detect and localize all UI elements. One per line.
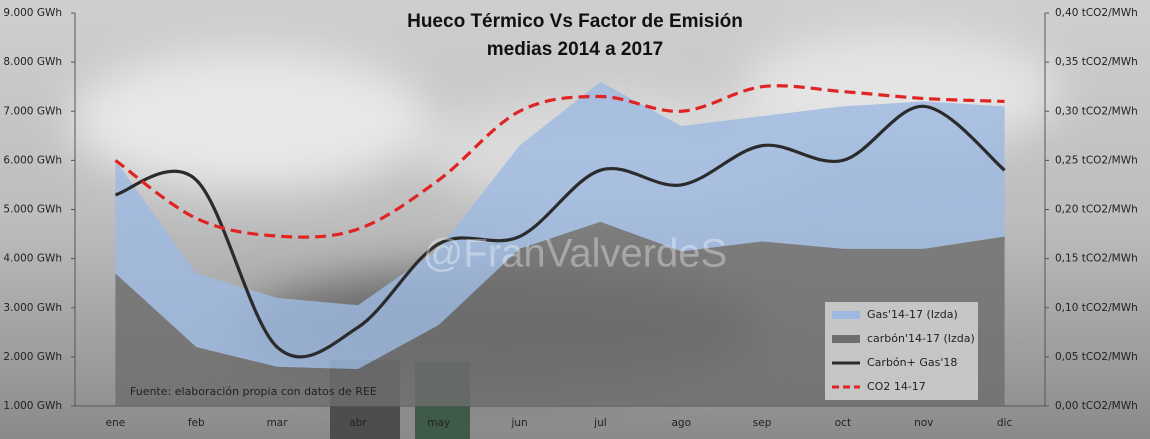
y-tick-label: 7.000 GWh	[3, 105, 62, 117]
y2-tick-label: 0,35 tCO2/MWh	[1055, 56, 1138, 68]
y2-tick-label: 0,00 tCO2/MWh	[1055, 400, 1138, 412]
y-tick-label: 8.000 GWh	[3, 56, 62, 68]
y-tick-label: 2.000 GWh	[3, 351, 62, 363]
chart-subtitle: medias 2014 a 2017	[487, 39, 663, 60]
y2-tick-label: 0,25 tCO2/MWh	[1055, 154, 1138, 166]
y2-tick-label: 0,10 tCO2/MWh	[1055, 302, 1138, 314]
legend: Gas'14-17 (Izda) carbón'14-17 (Izda) Carbó…	[825, 302, 978, 400]
legend-text: CO2 14-17	[867, 380, 926, 393]
y2-tick-label: 0,30 tCO2/MWh	[1055, 105, 1138, 117]
y2-tick-label: 0,40 tCO2/MWh	[1055, 7, 1138, 19]
y-tick-label: 5.000 GWh	[3, 204, 62, 216]
source-note: Fuente: elaboración propia con datos de …	[130, 385, 377, 398]
y2-tick-label: 0,05 tCO2/MWh	[1055, 351, 1138, 363]
x-tick-label: oct	[835, 417, 851, 429]
y-tick-label: 1.000 GWh	[3, 400, 62, 412]
x-tick-label: ago	[671, 417, 691, 429]
x-tick-label: nov	[914, 417, 933, 429]
area	[115, 81, 1005, 370]
watermark: @FranValverdeS	[423, 232, 727, 276]
legend-swatch	[832, 311, 860, 319]
x-tick-label: ene	[106, 417, 126, 429]
x-tick-label: feb	[188, 417, 205, 429]
x-tick-label: jun	[510, 417, 527, 429]
legend-text: Gas'14-17 (Izda)	[867, 308, 958, 321]
y2-tick-label: 0,15 tCO2/MWh	[1055, 253, 1138, 265]
y-tick-label: 3.000 GWh	[3, 302, 62, 314]
plot	[71, 12, 1049, 407]
legend-text: carbón'14-17 (Izda)	[867, 332, 975, 345]
x-tick-label: sep	[753, 417, 772, 429]
line	[114, 104, 1006, 359]
x-tick-label: abr	[349, 417, 367, 429]
legend-swatch	[832, 335, 860, 343]
y2-tick-label: 0,20 tCO2/MWh	[1055, 204, 1138, 216]
x-tick-label: may	[427, 417, 450, 429]
y-tick-label: 4.000 GWh	[3, 253, 62, 265]
line	[114, 84, 1005, 239]
y-tick-label: 6.000 GWh	[3, 154, 62, 166]
x-tick-label: dic	[997, 417, 1013, 429]
x-tick-label: mar	[267, 417, 289, 429]
x-tick-label: jul	[593, 417, 607, 429]
area	[115, 221, 1005, 406]
legend-text: Carbón+ Gas'18	[867, 356, 957, 369]
chart-title: Hueco Térmico Vs Factor de Emisión	[407, 11, 743, 32]
y-tick-label: 9.000 GWh	[3, 7, 62, 19]
